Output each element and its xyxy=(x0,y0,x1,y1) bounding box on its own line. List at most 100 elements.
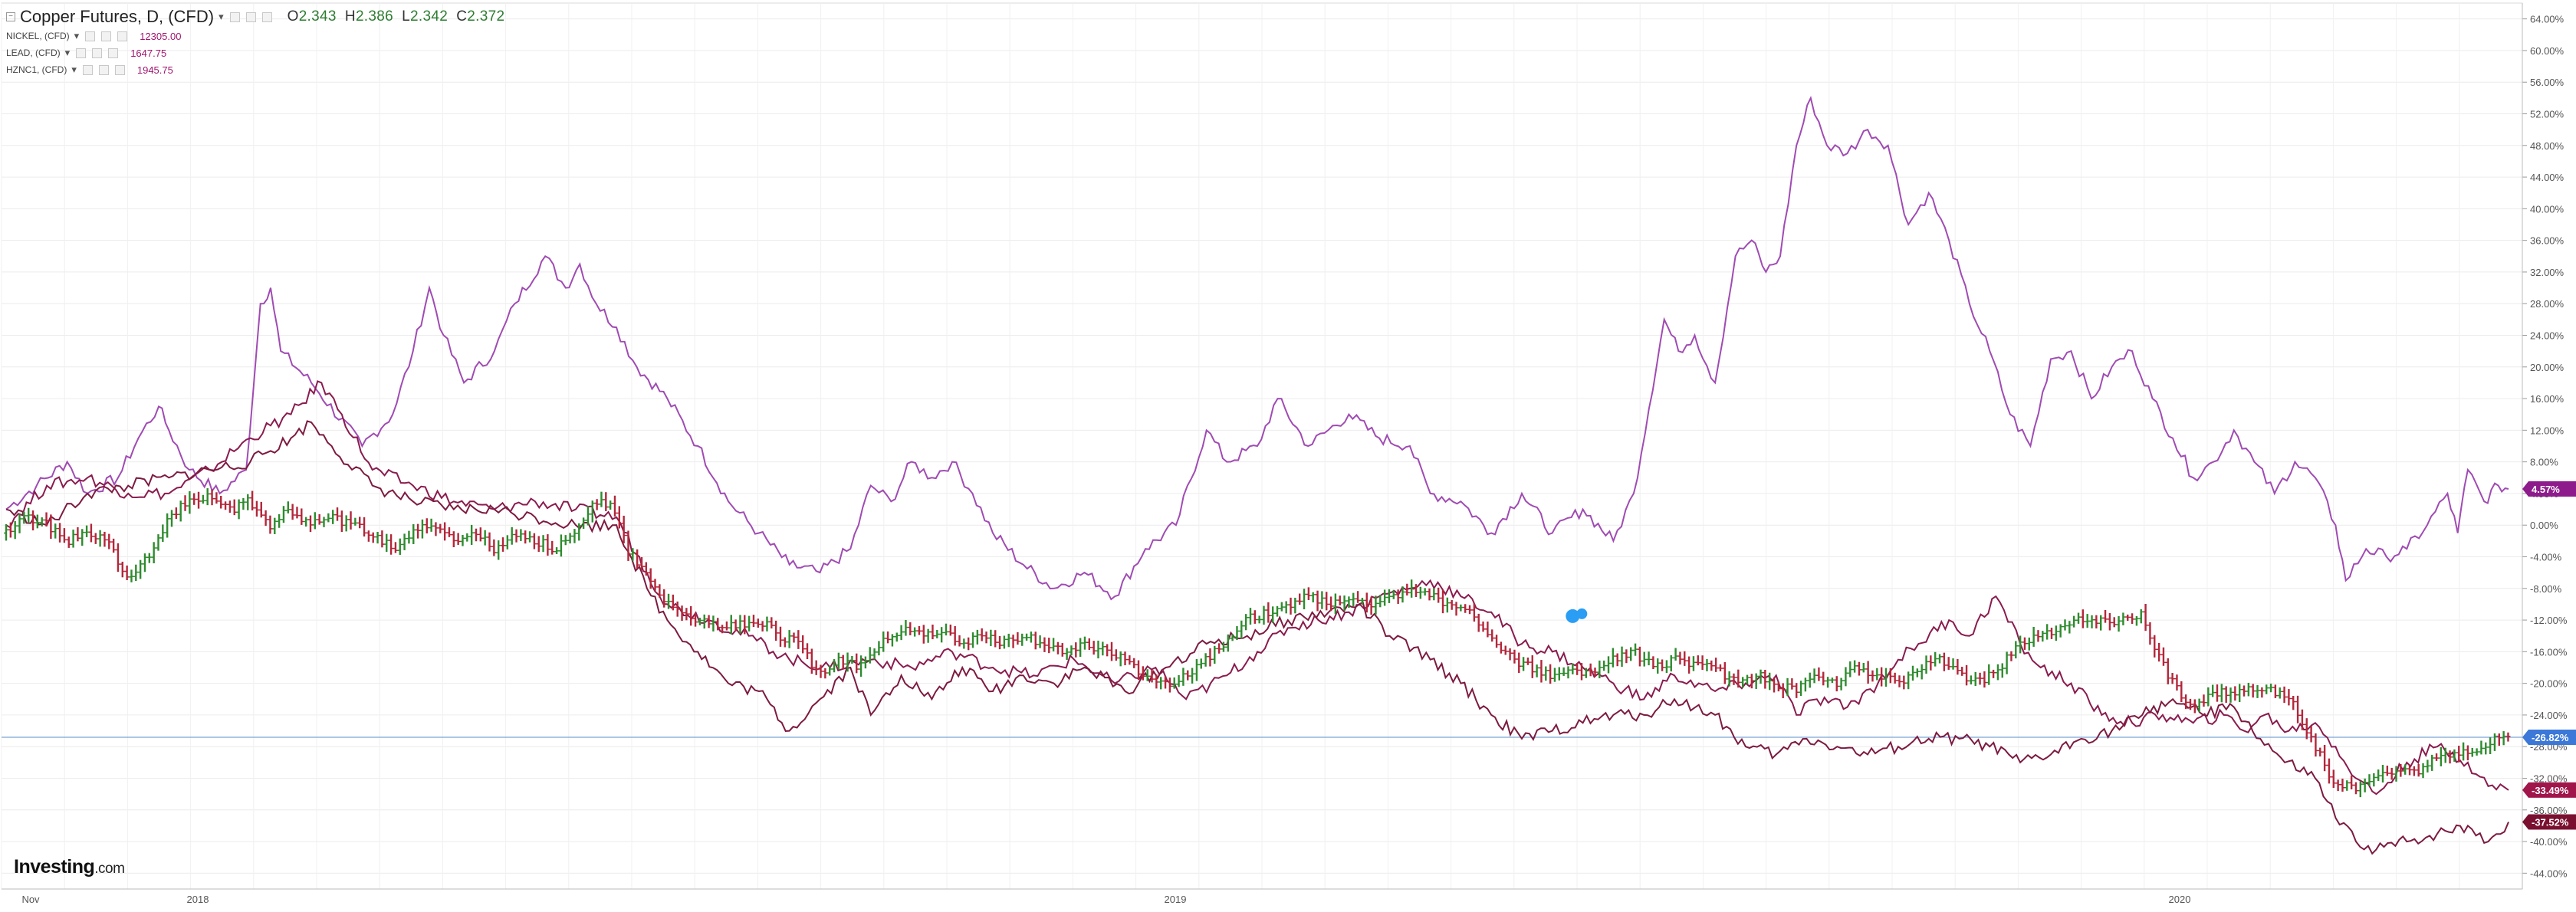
close-icon[interactable] xyxy=(114,64,125,75)
ohlc-bar xyxy=(849,655,855,664)
ohlc-bar xyxy=(988,629,994,646)
ohlc-bar xyxy=(39,517,44,527)
ohlc-bar xyxy=(1006,633,1011,648)
ohlc-bar xyxy=(1244,614,1249,631)
ohlc-bar xyxy=(1332,593,1338,615)
ohlc-bar xyxy=(523,530,528,544)
ohlc-bar xyxy=(1476,613,1481,632)
settings-icon[interactable] xyxy=(98,64,109,75)
ohlc-bar xyxy=(1986,664,1992,685)
overlay-name[interactable]: LEAD, (CFD) xyxy=(6,48,61,58)
chevron-down-icon[interactable]: ▾ xyxy=(74,30,80,41)
ohlc-bar xyxy=(1838,677,1844,691)
settings-icon[interactable] xyxy=(92,48,103,58)
ohlc-bar xyxy=(2389,767,2394,780)
close-icon[interactable] xyxy=(117,31,128,41)
ohlc-bar xyxy=(1888,668,1893,684)
eye-icon[interactable] xyxy=(76,48,87,58)
ohlc-bar xyxy=(1780,683,1786,698)
ohlc-bar xyxy=(1704,659,1710,671)
ohlc-bar xyxy=(84,525,90,537)
eye-icon[interactable] xyxy=(82,64,93,75)
ohlc-bar xyxy=(209,489,215,506)
ohlc-bar xyxy=(263,510,268,527)
ohlc-bar xyxy=(1046,638,1052,654)
ohlc-bar xyxy=(2398,763,2404,777)
chevron-down-icon[interactable]: ▾ xyxy=(219,11,224,22)
ohlc-bar xyxy=(567,533,573,544)
overlay-name[interactable]: NICKEL, (CFD) xyxy=(6,31,70,41)
ohlc-bar xyxy=(2228,687,2233,703)
close-icon[interactable] xyxy=(108,48,119,58)
x-tick-label: 2019 xyxy=(1165,894,1187,905)
series-layer xyxy=(4,95,2511,855)
ohlc-bar xyxy=(2367,774,2372,786)
ohlc-bar xyxy=(1208,648,1213,667)
ohlc-bar xyxy=(1767,672,1773,691)
eye-icon[interactable] xyxy=(229,11,240,22)
ohlc-bar xyxy=(281,506,286,523)
ohlc-bar xyxy=(1490,629,1495,642)
y-tick-label: 40.00% xyxy=(2530,203,2564,215)
ohlc-bar xyxy=(1386,589,1392,603)
ohlc-bar xyxy=(974,629,980,645)
ohlc-bar xyxy=(406,530,412,544)
ohlc-bar xyxy=(943,623,948,636)
ohlc-bar xyxy=(236,499,242,520)
ohlc-bar xyxy=(66,536,71,548)
overlay-name[interactable]: HZNC1, (CFD) xyxy=(6,64,67,75)
ohlc-bar xyxy=(1078,638,1083,658)
settings-icon[interactable] xyxy=(245,11,256,22)
ohlc-bar xyxy=(863,656,868,669)
ohlc-bar xyxy=(1977,672,1983,685)
y-tick-label: 48.00% xyxy=(2530,140,2564,152)
ohlc-bar xyxy=(1217,643,1222,654)
ohlc-bar xyxy=(518,529,524,541)
ohlc-bar xyxy=(1230,634,1235,641)
ohlc-bar xyxy=(339,510,344,533)
ohlc-bar xyxy=(71,530,76,548)
ohlc-bar xyxy=(321,517,327,527)
ohlc-bar xyxy=(2179,681,2184,703)
ohlc-bar xyxy=(755,618,761,628)
ohlc-bar xyxy=(531,533,537,549)
chevron-down-icon[interactable]: ▾ xyxy=(71,64,77,75)
ohlc-bar xyxy=(2053,625,2058,641)
ohlc-bar xyxy=(219,495,224,509)
y-tick-label: 12.00% xyxy=(2530,425,2564,436)
ohlc-bar xyxy=(169,510,175,527)
close-icon[interactable] xyxy=(261,11,272,22)
ohlc-bar xyxy=(1906,671,1911,690)
high-label: H xyxy=(344,8,356,25)
ohlc-bar xyxy=(2072,615,2077,628)
ohlc-bar xyxy=(129,569,134,582)
ohlc-bar xyxy=(679,605,685,622)
ohlc-bar xyxy=(326,513,331,523)
ohlc-bar xyxy=(536,536,541,553)
ohlc-bar xyxy=(984,632,989,644)
ohlc-bar xyxy=(2488,737,2493,755)
chevron-down-icon[interactable]: ▾ xyxy=(64,47,71,58)
main-series-title[interactable]: Copper Futures, D, (CFD) xyxy=(20,7,215,26)
ohlc-bar xyxy=(1279,602,1284,612)
eye-icon[interactable] xyxy=(85,31,96,41)
ohlc-bar xyxy=(200,494,205,504)
ohlc-bar xyxy=(1454,602,1459,616)
ohlc-bar xyxy=(2022,637,2027,650)
ohlc-bar xyxy=(1444,597,1450,613)
ohlc-bar xyxy=(353,517,358,526)
ohlc-bar xyxy=(1113,649,1119,661)
ohlc-bar xyxy=(1431,588,1437,601)
ohlc-bar xyxy=(1096,640,1101,659)
ohlc-bar xyxy=(2160,647,2166,666)
ohlc-bar xyxy=(1118,651,1123,667)
ohlc-bar xyxy=(2501,731,2506,746)
settings-icon[interactable] xyxy=(101,31,112,41)
close-label: C xyxy=(456,8,468,25)
ohlc-bar xyxy=(1615,653,1620,667)
collapse-icon[interactable]: − xyxy=(6,12,15,21)
ohlc-bar xyxy=(711,615,716,632)
ohlc-bar xyxy=(142,553,147,572)
